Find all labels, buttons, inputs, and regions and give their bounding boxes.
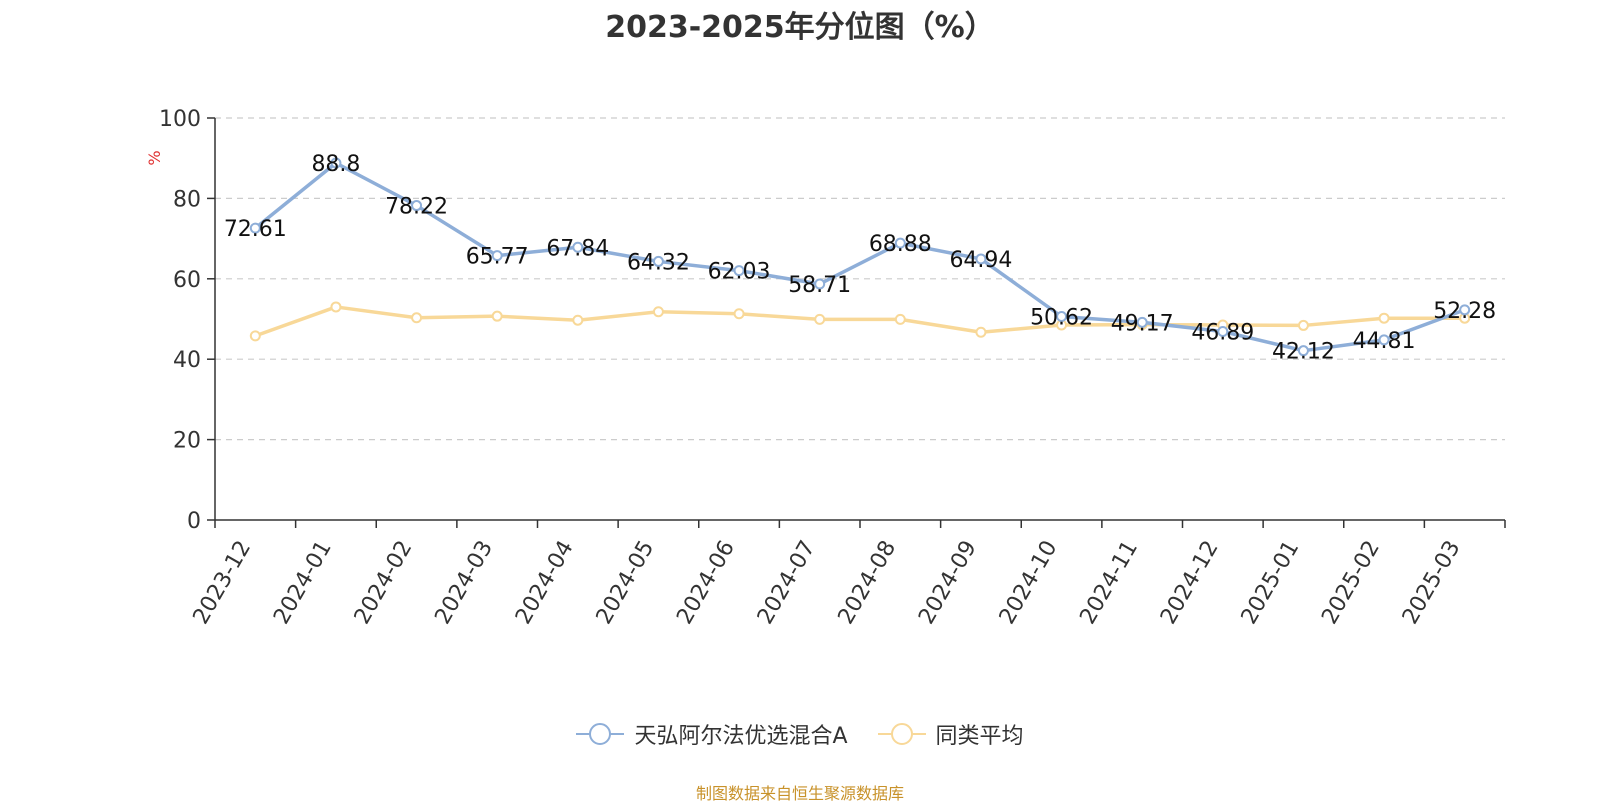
data-point-1 — [411, 312, 423, 324]
label-layer: 72.61 88.8 78.22 65.77 67.84 64.32 62.03 58.71 6… — [224, 152, 1496, 365]
data-label: 64.94 — [949, 248, 1012, 273]
y-tick-label: 0 — [187, 509, 201, 534]
data-point-0 — [330, 157, 342, 169]
data-label: 64.32 — [627, 250, 690, 275]
x-tick-label: 2024-07 — [753, 537, 821, 629]
x-tick-label: 2025-02 — [1317, 537, 1385, 629]
data-point-0 — [572, 241, 584, 253]
x-tick-label: 2024-11 — [1075, 537, 1143, 629]
data-label: 50.62 — [1030, 306, 1093, 331]
series-line-1 — [254, 305, 1465, 338]
data-label: 62.03 — [708, 260, 771, 285]
x-tick-label: 2024-06 — [672, 537, 740, 629]
data-point-1 — [572, 314, 584, 326]
data-label: 42.12 — [1272, 340, 1335, 365]
data-point-1 — [652, 306, 664, 318]
legend-swatch-fund — [576, 720, 625, 748]
x-tick-label: 2024-02 — [350, 537, 418, 629]
data-label: 67.84 — [546, 236, 609, 261]
data-point-0 — [975, 253, 987, 265]
y-tick-label: 80 — [173, 187, 201, 212]
series-line-0 — [254, 161, 1466, 353]
legend-swatch-average — [877, 720, 926, 748]
y-tick-label: 60 — [173, 268, 201, 293]
data-point-1 — [894, 313, 906, 325]
data-label: 49.17 — [1111, 311, 1174, 336]
x-tick-label: 2024-04 — [511, 537, 579, 629]
data-label: 78.22 — [385, 195, 448, 220]
data-label: 58.71 — [788, 273, 851, 298]
grid-layer — [215, 117, 1505, 441]
data-label: 65.77 — [466, 245, 529, 270]
x-tick-label: 2024-10 — [995, 537, 1063, 629]
source-note: 制图数据来自恒生聚源数据库 — [695, 784, 904, 803]
x-tick-label: 2024-08 — [834, 537, 902, 629]
data-point-0 — [1056, 311, 1068, 323]
legend-label-fund: 天弘阿尔法优选混合A — [634, 724, 848, 749]
x-tick-label: 2023-12 — [189, 537, 257, 629]
data-point-0 — [814, 278, 826, 290]
data-point-0 — [894, 237, 906, 249]
series-layer — [249, 157, 1471, 357]
y-tick-label: 20 — [173, 429, 201, 454]
data-label: 52.28 — [1433, 299, 1496, 324]
data-label: 88.8 — [311, 152, 360, 177]
legend-label-average: 同类平均 — [935, 724, 1024, 749]
data-label: 46.89 — [1191, 321, 1254, 346]
data-point-0 — [1136, 316, 1148, 328]
data-point-1 — [249, 330, 261, 342]
data-point-1 — [814, 313, 826, 325]
data-point-0 — [652, 255, 664, 267]
y-tick-label: 100 — [159, 107, 201, 132]
data-point-0 — [1378, 334, 1390, 346]
x-tick-label: 2025-03 — [1398, 537, 1466, 629]
legend-item-fund[interactable]: 天弘阿尔法优选混合A — [576, 718, 848, 750]
chart-title: 2023-2025年分位图（%） — [605, 10, 995, 45]
data-point-1 — [733, 308, 745, 320]
x-tick-label: 2024-09 — [914, 537, 982, 629]
data-point-1 — [330, 301, 342, 313]
y-axis-label: % — [145, 150, 164, 165]
data-label: 68.88 — [869, 232, 932, 257]
x-tick-label: 2024-03 — [430, 537, 498, 629]
data-point-0 — [1217, 326, 1229, 338]
data-point-0 — [733, 265, 745, 277]
x-tick-label: 2024-01 — [269, 537, 337, 629]
data-point-0 — [1297, 345, 1309, 357]
y-tick-label: 40 — [173, 348, 201, 373]
legend-item-average[interactable]: 同类平均 — [877, 718, 1024, 750]
x-tick-label: 2024-12 — [1156, 537, 1224, 629]
x-tick-label: 2025-01 — [1237, 537, 1305, 629]
data-label: 72.61 — [224, 217, 287, 242]
data-point-1 — [491, 310, 503, 322]
data-point-0 — [411, 200, 423, 212]
data-point-0 — [1459, 304, 1471, 316]
data-point-1 — [1297, 319, 1309, 331]
data-point-1 — [975, 326, 987, 338]
x-tick-label: 2024-05 — [592, 537, 660, 629]
legend: 天弘阿尔法优选混合A 同类平均 — [0, 718, 1600, 750]
data-point-1 — [1378, 312, 1390, 324]
data-point-0 — [249, 222, 261, 234]
data-label: 44.81 — [1353, 329, 1416, 354]
data-point-0 — [491, 250, 503, 262]
